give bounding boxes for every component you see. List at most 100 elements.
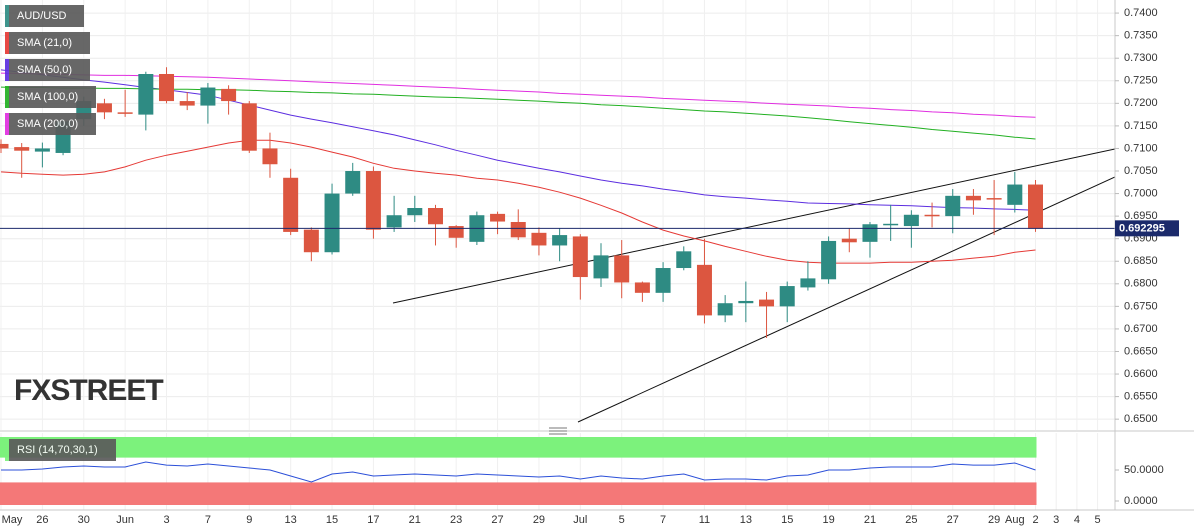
y-tick-label: 50.0000 xyxy=(1124,464,1164,476)
candle-body xyxy=(945,195,961,217)
candle-body xyxy=(655,268,671,293)
legend-entry[interactable]: RSI (14,70,30,1) xyxy=(5,439,116,461)
candle-body xyxy=(593,255,609,279)
candle-body xyxy=(841,238,857,243)
plot-area xyxy=(0,67,1115,423)
legend-label: SMA (200,0) xyxy=(17,118,79,130)
x-tick-label: 19 xyxy=(822,514,834,526)
y-tick-label: 0.6550 xyxy=(1124,391,1158,403)
y-tick-label: 0.7150 xyxy=(1124,120,1158,132)
x-tick-label: 15 xyxy=(781,514,793,526)
candle-body xyxy=(303,229,319,253)
y-tick-label: 0.6800 xyxy=(1124,278,1158,290)
legend-label: AUD/USD xyxy=(17,10,67,22)
x-tick-label: 29 xyxy=(533,514,545,526)
candle-body xyxy=(34,148,50,152)
x-tick-label: 3 xyxy=(163,514,169,526)
x-tick-label: 13 xyxy=(740,514,752,526)
last-price-box xyxy=(1115,220,1179,237)
legend-label: SMA (100,0) xyxy=(17,91,79,103)
x-tick-label: 27 xyxy=(491,514,503,526)
x-tick-label: 15 xyxy=(326,514,338,526)
y-tick-label: 0.6650 xyxy=(1124,345,1158,357)
candle-body xyxy=(345,171,361,194)
candle-body xyxy=(800,278,816,288)
legend-entry[interactable]: AUD/USD xyxy=(5,5,84,27)
x-tick-label: 11 xyxy=(699,514,710,526)
candle-body xyxy=(200,87,216,106)
y-tick-label: 0.7050 xyxy=(1124,165,1158,177)
candle-body xyxy=(552,235,568,246)
y-tick-label: 0.6700 xyxy=(1124,323,1158,335)
x-tick-label: 9 xyxy=(246,514,252,526)
x-tick-label: 7 xyxy=(205,514,211,526)
candle-body xyxy=(14,147,30,151)
legend-entry[interactable]: SMA (100,0) xyxy=(5,86,96,108)
candle-body xyxy=(0,143,9,149)
x-tick-label: 30 xyxy=(78,514,90,526)
candle-body xyxy=(634,282,650,293)
candle-body xyxy=(862,224,878,242)
x-tick-label: 21 xyxy=(864,514,876,526)
candle-body xyxy=(365,171,381,230)
candle-body xyxy=(572,236,588,278)
x-tick-label: 27 xyxy=(947,514,959,526)
y-tick-label: 0.6600 xyxy=(1124,368,1158,380)
candle-body xyxy=(779,286,795,307)
x-tick-label: Jun xyxy=(116,514,134,526)
trend-line xyxy=(392,148,1115,304)
x-tick-label: Jul xyxy=(573,514,587,526)
legend-swatch xyxy=(5,5,9,27)
candle-body xyxy=(676,251,692,269)
candle-body xyxy=(614,255,630,283)
candle-body xyxy=(1028,184,1043,229)
x-tick-label: 5 xyxy=(1095,514,1101,526)
legend-swatch xyxy=(5,86,9,108)
legend-swatch xyxy=(5,59,9,81)
overbought-band xyxy=(0,437,1037,458)
legend-swatch xyxy=(5,439,9,461)
x-tick-label: 21 xyxy=(409,514,421,526)
x-tick-label: 13 xyxy=(285,514,297,526)
legend-entry[interactable]: SMA (50,0) xyxy=(5,59,90,81)
watermark: FXSTREET xyxy=(14,374,163,407)
x-tick-label: 25 xyxy=(905,514,917,526)
candle-body xyxy=(324,193,340,253)
x-tick-label: 5 xyxy=(619,514,625,526)
candle-body xyxy=(696,264,712,316)
y-tick-label: 0.7350 xyxy=(1124,30,1158,42)
candle-body xyxy=(221,88,237,102)
candle-body xyxy=(96,103,112,113)
y-tick-label: 0.0000 xyxy=(1124,495,1158,507)
series-line xyxy=(1,461,1036,483)
candle-body xyxy=(448,226,464,238)
candle-body xyxy=(510,221,526,238)
x-tick-label: 23 xyxy=(450,514,462,526)
axes: 0.7400 0.7350 0.7300 0.7250 0.7200 0.7150 0.71… xyxy=(2,7,1179,526)
legend-entry[interactable]: SMA (21,0) xyxy=(5,32,90,54)
y-tick-label: 0.6850 xyxy=(1124,255,1158,267)
x-tick-label: May xyxy=(2,514,23,526)
candle-body xyxy=(427,208,443,225)
x-tick-label: 17 xyxy=(367,514,379,526)
y-tick-label: 0.7200 xyxy=(1124,97,1158,109)
candle-body xyxy=(531,232,547,246)
candle-body xyxy=(490,213,506,222)
x-tick-label: 26 xyxy=(36,514,48,526)
candle-body xyxy=(965,195,981,201)
legend-entry[interactable]: SMA (200,0) xyxy=(5,113,96,135)
candle-body xyxy=(386,215,402,228)
panel-handle[interactable] xyxy=(549,427,567,435)
candle-body xyxy=(738,300,754,304)
candle-body xyxy=(759,299,775,307)
trend-line xyxy=(577,176,1115,423)
y-tick-label: 0.7250 xyxy=(1124,75,1158,87)
legend-swatch xyxy=(5,32,9,54)
y-tick-label: 0.6950 xyxy=(1124,210,1158,222)
legend-label: SMA (21,0) xyxy=(17,37,73,49)
candle-body xyxy=(262,148,278,165)
candle-body xyxy=(986,198,1002,200)
legend-label: SMA (50,0) xyxy=(17,64,73,76)
